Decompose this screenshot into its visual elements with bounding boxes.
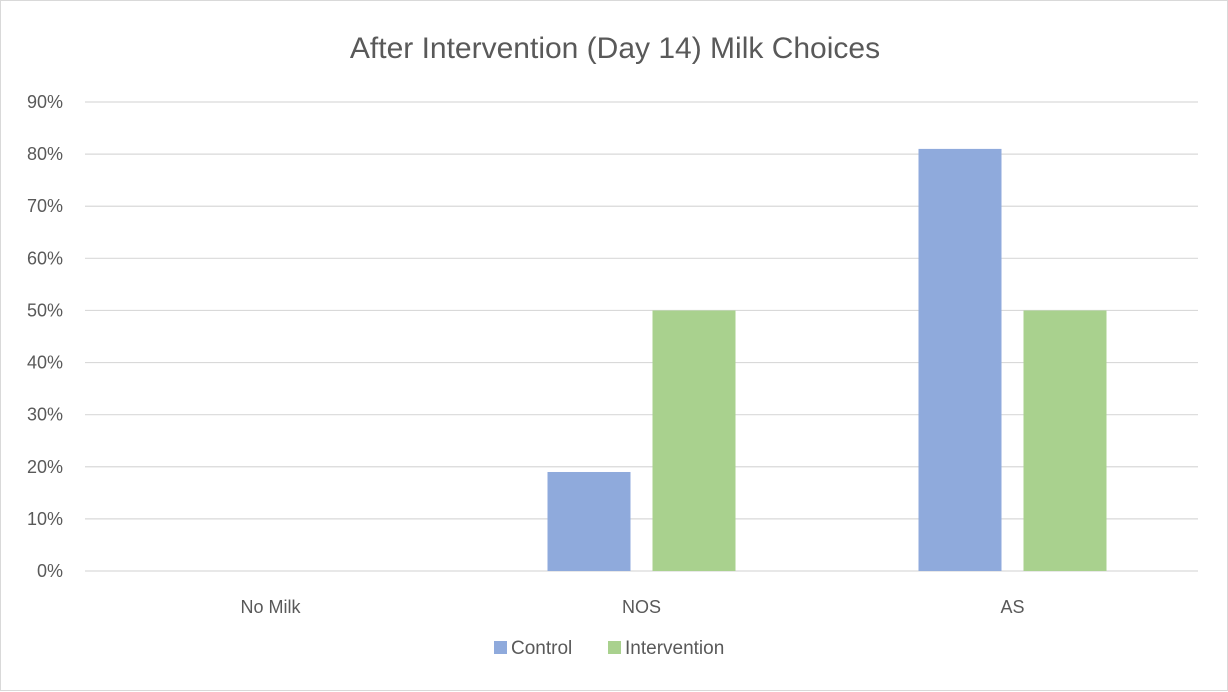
bars	[547, 148, 1107, 571]
bar-control-nos	[547, 471, 631, 571]
y-tick-label: 70%	[27, 196, 63, 216]
legend-swatch-control	[494, 641, 507, 654]
y-tick-label: 10%	[27, 509, 63, 529]
legend: Control Intervention	[494, 638, 724, 659]
bar-control-as	[918, 148, 1002, 571]
x-tick-label: NOS	[622, 597, 661, 617]
x-axis-ticks: No Milk NOS AS	[240, 597, 1024, 617]
y-tick-label: 20%	[27, 457, 63, 477]
y-tick-label: 50%	[27, 300, 63, 320]
y-axis-ticks: 0% 10% 20% 30% 40% 50% 60% 70% 80% 90%	[27, 92, 63, 581]
chart-title: After Intervention (Day 14) Milk Choices	[350, 32, 880, 65]
legend-label-control: Control	[511, 638, 572, 659]
bar-intervention-as	[1023, 310, 1107, 571]
legend-label-intervention: Intervention	[625, 638, 724, 659]
x-tick-label: AS	[1000, 597, 1024, 617]
y-tick-label: 80%	[27, 144, 63, 164]
gridlines	[85, 101, 1198, 572]
y-tick-label: 90%	[27, 92, 63, 112]
y-tick-label: 30%	[27, 405, 63, 425]
y-tick-label: 40%	[27, 353, 63, 373]
y-tick-label: 60%	[27, 248, 63, 268]
y-tick-label: 0%	[37, 561, 63, 581]
legend-swatch-intervention	[608, 641, 621, 654]
bar-intervention-nos	[652, 310, 736, 571]
x-tick-label: No Milk	[240, 597, 301, 617]
